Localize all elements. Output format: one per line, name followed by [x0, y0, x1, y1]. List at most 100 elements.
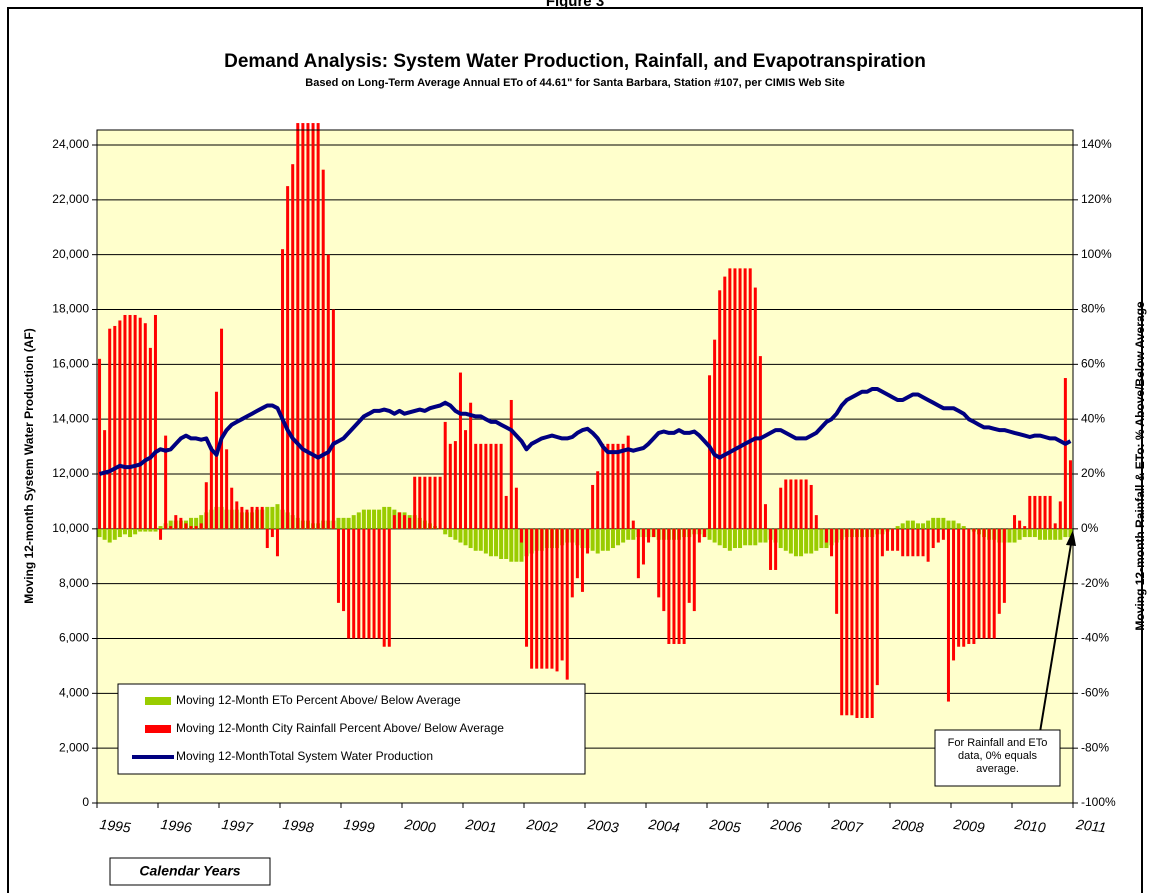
bar — [1068, 528, 1073, 538]
bar — [174, 515, 178, 529]
bar — [179, 517, 183, 529]
bar — [555, 528, 559, 672]
bar — [478, 528, 483, 551]
bar — [336, 528, 340, 603]
bar — [621, 528, 626, 543]
bar — [631, 520, 635, 529]
bar — [779, 487, 783, 529]
x-tick-label: 2001 — [464, 816, 498, 836]
bar — [951, 520, 956, 529]
bar — [1007, 528, 1011, 530]
bar — [743, 528, 748, 546]
bar — [605, 528, 610, 551]
bar — [1012, 528, 1017, 543]
bar — [652, 528, 656, 538]
annotation-wrap: For Rainfall and ETo data, 0% equals ave… — [948, 737, 1048, 775]
bar — [382, 528, 386, 647]
bar — [753, 528, 758, 546]
bar — [443, 421, 447, 529]
bar — [596, 471, 600, 529]
bar — [535, 528, 539, 669]
x-tick-label: 2000 — [403, 816, 437, 836]
legend: Moving 12-Month ETo Percent Above/ Below… — [132, 693, 504, 763]
arrow-head — [1066, 530, 1076, 546]
bar — [621, 443, 625, 529]
bar — [301, 123, 305, 529]
bar — [1058, 528, 1063, 540]
bar — [199, 515, 204, 529]
bar — [423, 476, 427, 529]
bar — [845, 528, 849, 716]
bar — [784, 479, 788, 529]
bar — [865, 528, 869, 719]
bar — [936, 528, 940, 543]
bar — [382, 506, 387, 529]
bar — [464, 430, 468, 529]
bar — [804, 528, 809, 554]
bar — [418, 476, 422, 529]
bar — [793, 528, 798, 557]
legend-label: Moving 12-Month ETo Percent Above/ Below… — [176, 693, 461, 707]
bar — [931, 528, 935, 549]
bar — [565, 528, 569, 680]
bar — [936, 517, 941, 529]
bar — [265, 528, 269, 549]
bar — [1027, 528, 1032, 538]
bar — [189, 526, 193, 529]
bar — [1053, 528, 1058, 540]
bar — [921, 528, 925, 557]
bar — [473, 528, 478, 551]
bar — [722, 528, 727, 549]
bar — [341, 517, 346, 529]
bar — [728, 268, 732, 529]
bar — [799, 528, 804, 557]
bar — [483, 528, 488, 554]
bar — [600, 528, 605, 551]
bar — [286, 186, 290, 529]
x-tick-label: 2007 — [830, 816, 865, 836]
bar — [763, 528, 768, 543]
bar — [184, 523, 188, 529]
bar — [352, 528, 356, 639]
bar — [595, 528, 600, 554]
bar — [758, 528, 763, 543]
bar — [570, 528, 574, 598]
bar — [941, 528, 945, 540]
bar — [433, 476, 437, 529]
bar — [443, 528, 448, 535]
y2-tick-label: -100% — [1081, 795, 1116, 809]
bar — [499, 528, 504, 559]
y-tick-label: 24,000 — [52, 137, 89, 151]
bar — [895, 526, 900, 529]
bar — [118, 320, 122, 529]
bar — [636, 528, 640, 579]
bar — [240, 506, 244, 529]
bar — [474, 443, 478, 529]
bar — [250, 506, 254, 529]
y2-tick-label: -60% — [1081, 686, 1109, 700]
bar — [1048, 495, 1052, 529]
bar — [488, 528, 493, 557]
y-tick-label: 0 — [82, 795, 89, 809]
bar — [616, 443, 620, 529]
plot-border — [96, 129, 1074, 804]
bar — [915, 523, 920, 529]
bar — [732, 528, 737, 549]
bar — [662, 528, 666, 612]
x-tick-label: 2003 — [586, 816, 620, 836]
bar — [489, 443, 493, 529]
bar — [804, 479, 808, 529]
bar — [189, 517, 194, 529]
figure-label: Figure 3 — [546, 0, 604, 10]
bar — [143, 528, 148, 532]
bar — [194, 526, 198, 529]
bar — [906, 528, 910, 557]
bar — [494, 528, 499, 557]
bar — [682, 528, 686, 644]
bar — [494, 443, 498, 529]
bar — [819, 528, 823, 530]
bar — [103, 430, 107, 529]
bar — [1002, 528, 1006, 603]
bar — [961, 526, 966, 529]
bar — [992, 528, 996, 639]
